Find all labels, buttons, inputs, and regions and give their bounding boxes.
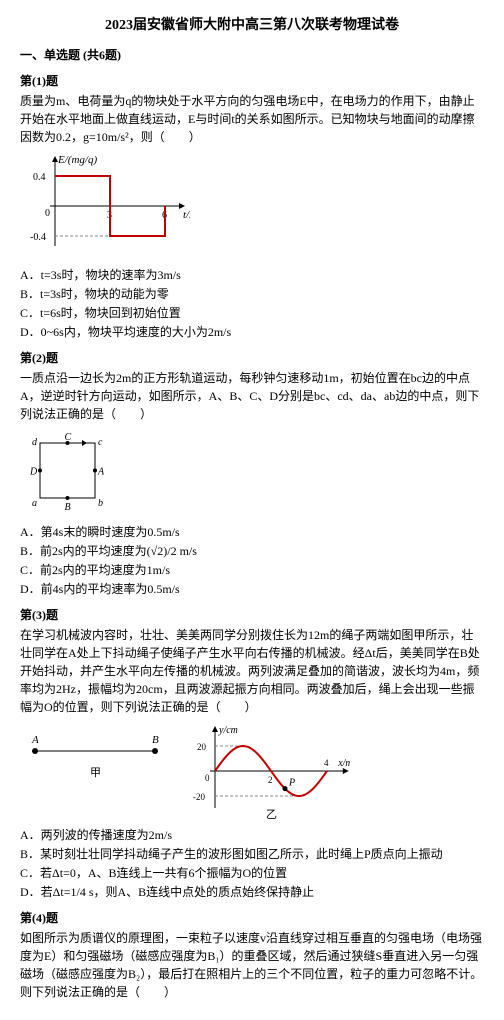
svg-text:乙: 乙 xyxy=(266,808,277,821)
svg-text:a: a xyxy=(32,498,37,509)
q2-optB: B．前2s内的平均速度为(√2)/2 m/s xyxy=(20,542,484,560)
svg-text:A: A xyxy=(97,467,105,478)
svg-text:E/(mg/q): E/(mg/q) xyxy=(57,154,97,166)
q1-optC: C．t=6s时，物块回到初始位置 xyxy=(20,304,484,322)
q3-head: 第(3)题 xyxy=(20,606,484,624)
q4-body: 如图所示为质谱仪的原理图，一束粒子以速度v沿直线穿过相互垂直的匀强电场（电场强度… xyxy=(20,929,484,1001)
q3-optB: B．某时刻壮壮同学抖动绳子产生的波形图如图乙所示，此时绳上P质点向上振动 xyxy=(20,845,484,863)
page-title: 2023届安徽省师大附中高三第八次联考物理试卷 xyxy=(20,15,484,36)
svg-text:c: c xyxy=(98,437,103,448)
q1-optA: A．t=3s时，物块的速率为3m/s xyxy=(20,266,484,284)
q3-fig-yi: y/cm x/m 20 0-20 2 4 P 乙 xyxy=(180,721,350,821)
svg-text:B: B xyxy=(65,502,71,513)
svg-text:-0.4: -0.4 xyxy=(30,232,46,243)
q2-square: dcabACDB xyxy=(20,428,484,518)
svg-text:0: 0 xyxy=(45,208,50,219)
q4-head: 第(4)题 xyxy=(20,909,484,927)
section-header: 一、单选题 (共6题) xyxy=(20,46,484,64)
q3-body: 在学习机械波内容时，壮壮、美美两同学分别拨住长为12m的绳子两端如图甲所示，壮壮… xyxy=(20,626,484,716)
svg-text:t/s: t/s xyxy=(183,209,190,221)
q1-body: 质量为m、电荷量为q的物块处于水平方向的匀强电场E中，在电场力的作用下，由静止开… xyxy=(20,92,484,146)
q3-figs: A B 甲 y/cm x/m 20 0-20 2 4 P 乙 xyxy=(20,721,484,821)
svg-text:x/m: x/m xyxy=(337,758,350,769)
svg-text:b: b xyxy=(98,498,103,509)
q1-optD: D．0~6s内，物块平均速度的大小为2m/s xyxy=(20,323,484,341)
q3-optA: A．两列波的传播速度为2m/s xyxy=(20,826,484,844)
svg-text:4: 4 xyxy=(324,758,329,768)
q3-optD: D．若Δt=1/4 s，则A、B连线中点处的质点始终保持静止 xyxy=(20,883,484,901)
q1-options: A．t=3s时，物块的速率为3m/s B．t=3s时，物块的动能为零 C．t=6… xyxy=(20,266,484,341)
q3-options: A．两列波的传播速度为2m/s B．某时刻壮壮同学抖动绳子产生的波形图如图乙所示… xyxy=(20,826,484,901)
svg-text:0.4: 0.4 xyxy=(33,172,46,183)
svg-text:甲: 甲 xyxy=(90,767,101,779)
svg-text:d: d xyxy=(32,437,38,448)
svg-text:P: P xyxy=(288,778,295,789)
q1-chart: E/(mg/q)t/s0.40-0.436 xyxy=(20,151,484,261)
q2-options: A．第4s末的瞬时速度为0.5m/s B．前2s内的平均速度为(√2)/2 m/… xyxy=(20,523,484,598)
svg-text:D: D xyxy=(29,467,38,478)
q3-optC: C．若Δt=0，A、B连线上一共有6个振幅为O的位置 xyxy=(20,864,484,882)
q1-head: 第(1)题 xyxy=(20,72,484,90)
q2-body: 一质点沿一边长为2m的正方形轨道运动，每秒钟匀速移动1m，初始位置在bc边的中点… xyxy=(20,369,484,423)
svg-text:20: 20 xyxy=(197,742,207,752)
q3-fig-jia: A B 甲 xyxy=(20,721,170,791)
q2-optD: D．前4s内的平均速率为0.5m/s xyxy=(20,580,484,598)
q2-optC: C．前2s内的平均速度为1m/s xyxy=(20,561,484,579)
q2-head: 第(2)题 xyxy=(20,349,484,367)
q2-optA: A．第4s末的瞬时速度为0.5m/s xyxy=(20,523,484,541)
svg-text:0: 0 xyxy=(205,773,210,783)
q1-optB: B．t=3s时，物块的动能为零 xyxy=(20,285,484,303)
svg-text:-20: -20 xyxy=(193,792,205,802)
svg-text:A: A xyxy=(31,734,39,746)
svg-text:B: B xyxy=(152,734,159,746)
svg-text:2: 2 xyxy=(268,775,273,785)
svg-text:y/cm: y/cm xyxy=(218,725,238,736)
